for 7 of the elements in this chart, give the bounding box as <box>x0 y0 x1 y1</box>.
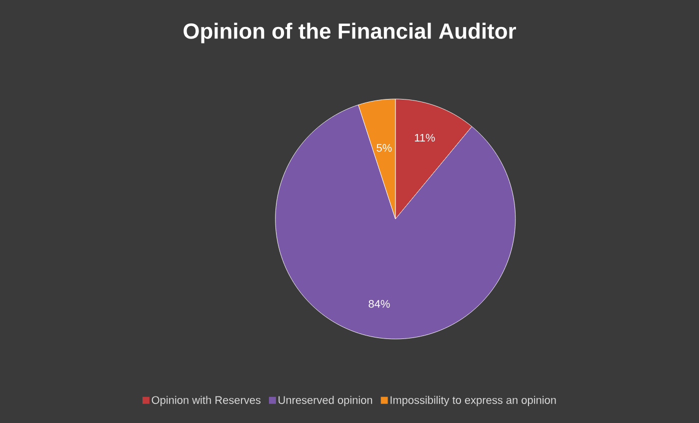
legend-label: Impossibility to express an opinion <box>390 396 556 406</box>
data-label: 84% <box>368 300 390 308</box>
legend-label: Opinion with Reserves <box>152 396 261 406</box>
data-label: 11% <box>414 134 435 142</box>
chart-title: Opinion of the Financial Auditor <box>184 22 516 44</box>
legend-label: Unreserved opinion <box>278 396 372 406</box>
data-label: 5% <box>376 144 392 152</box>
